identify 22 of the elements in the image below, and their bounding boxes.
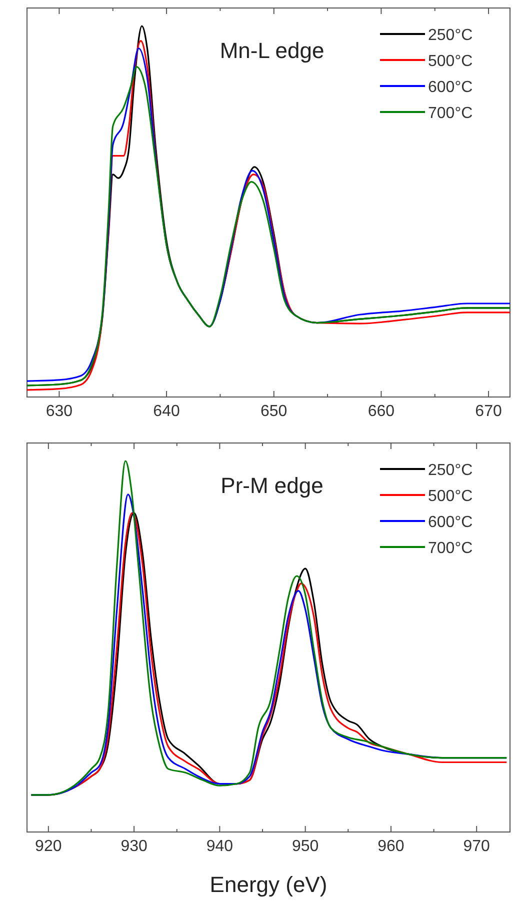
x-tick-label: 950 <box>292 838 319 855</box>
x-tick-label: 930 <box>120 838 148 855</box>
legend-label: 500°C <box>428 488 473 505</box>
x-tick-label: 670 <box>475 403 502 420</box>
x-tick-label: 660 <box>368 403 395 420</box>
x-tick-label: 650 <box>260 403 288 420</box>
legend-label: 700°C <box>428 540 473 557</box>
text: Pr-M edge <box>220 473 324 498</box>
x-tick-label: 970 <box>463 838 490 855</box>
legend-label: 700°C <box>428 105 473 122</box>
legend-label: 600°C <box>428 79 473 96</box>
x-tick-label: 630 <box>46 403 73 420</box>
legend-label: 250°C <box>428 462 473 479</box>
legend-label: 600°C <box>428 514 473 531</box>
x-tick-label: 960 <box>378 838 404 855</box>
x-tick-label: 920 <box>35 838 62 855</box>
legend-label: 500°C <box>428 53 473 70</box>
text: Mn-L edge <box>220 38 324 63</box>
x-tick-label: 640 <box>153 403 180 420</box>
legend-label: 250°C <box>428 27 473 44</box>
x-axis-title: Energy (eV) <box>210 872 328 897</box>
x-tick-label: 940 <box>206 838 234 855</box>
